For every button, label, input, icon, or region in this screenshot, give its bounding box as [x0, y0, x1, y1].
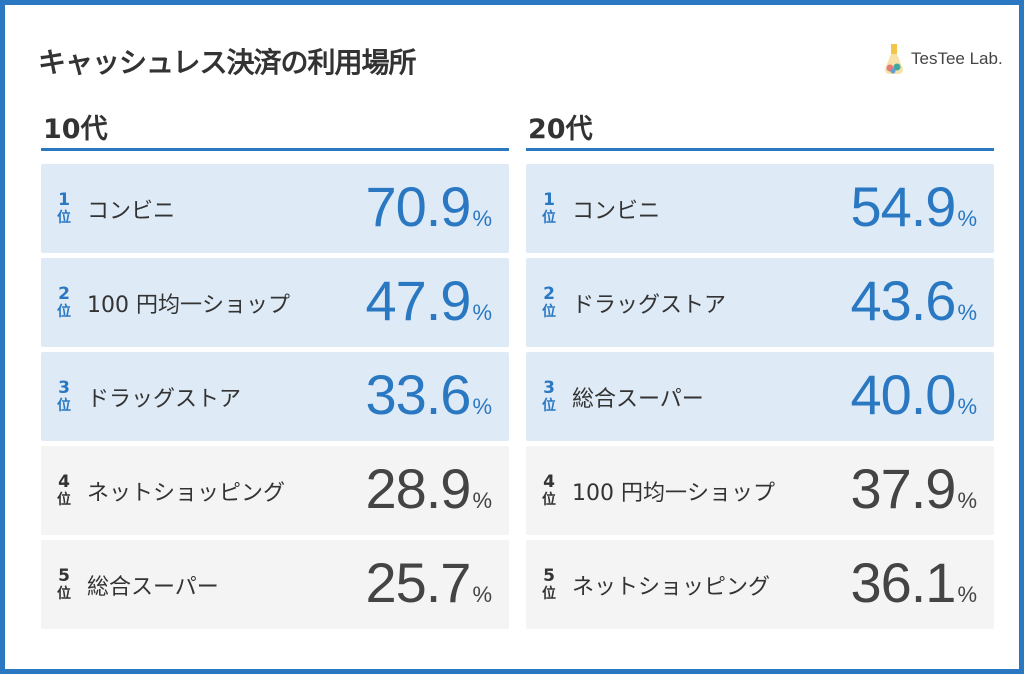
- value-number: 28.9: [365, 457, 471, 520]
- logo: TesTee Lab.: [883, 43, 1003, 75]
- percentage-value: 28.9%: [365, 456, 492, 521]
- place-label: 100 円均一ショップ: [572, 480, 775, 506]
- percentage-value: 37.9%: [850, 456, 977, 521]
- group-heading: 10代: [41, 113, 509, 151]
- logo-text: TesTee Lab.: [911, 49, 1003, 68]
- value-number: 37.9: [850, 457, 956, 520]
- value-number: 25.7: [365, 551, 471, 614]
- place-label: ドラッグストア: [572, 292, 727, 318]
- page-title: キャッシュレス決済の利用場所: [38, 46, 416, 79]
- value-number: 43.6: [850, 269, 956, 332]
- rank-number: 2: [543, 283, 555, 304]
- rank-suffix: 位: [542, 303, 556, 320]
- rank-suffix: 位: [542, 491, 556, 508]
- value-number: 36.1: [850, 551, 956, 614]
- percent-sign: %: [472, 582, 492, 607]
- value-number: 33.6: [365, 363, 471, 426]
- place-label: ネットショッピング: [572, 574, 771, 600]
- rank-number: 3: [543, 377, 555, 398]
- flask-logo-icon: [885, 44, 903, 74]
- percentage-value: 40.0%: [850, 362, 977, 427]
- rank-suffix: 位: [542, 209, 556, 226]
- group-heading: 20代: [526, 113, 994, 151]
- percentage-value: 43.6%: [850, 268, 977, 333]
- rank-number: 1: [58, 189, 70, 210]
- place-label: ドラッグストア: [87, 386, 242, 412]
- rank-suffix: 位: [57, 585, 71, 602]
- rank-suffix: 位: [542, 585, 556, 602]
- rank-number: 4: [58, 471, 70, 492]
- percent-sign: %: [957, 394, 977, 419]
- rank-number: 5: [58, 565, 70, 586]
- percent-sign: %: [957, 488, 977, 513]
- percent-sign: %: [957, 206, 977, 231]
- value-number: 47.9: [365, 269, 471, 332]
- rank-suffix: 位: [542, 397, 556, 414]
- place-label: コンビニ: [572, 198, 661, 224]
- percentage-value: 54.9%: [850, 174, 977, 239]
- place-label: ネットショッピング: [87, 480, 286, 506]
- percent-sign: %: [472, 206, 492, 231]
- place-label: コンビニ: [87, 198, 176, 224]
- place-label: 100 円均一ショップ: [87, 292, 290, 318]
- rank-number: 3: [58, 377, 70, 398]
- place-label: 総合スーパー: [87, 574, 219, 600]
- place-label: 総合スーパー: [572, 386, 704, 412]
- percentage-value: 47.9%: [365, 268, 492, 333]
- percent-sign: %: [472, 300, 492, 325]
- percentage-value: 70.9%: [365, 174, 492, 239]
- rank-suffix: 位: [57, 209, 71, 226]
- rank-number: 5: [543, 565, 555, 586]
- rank-suffix: 位: [57, 397, 71, 414]
- rank-number: 4: [543, 471, 555, 492]
- percent-sign: %: [957, 300, 977, 325]
- rank-number: 1: [543, 189, 555, 210]
- percentage-value: 36.1%: [850, 550, 977, 615]
- percentage-value: 25.7%: [365, 550, 492, 615]
- value-number: 40.0: [850, 363, 956, 426]
- value-number: 54.9: [850, 175, 956, 238]
- percent-sign: %: [472, 394, 492, 419]
- rank-number: 2: [58, 283, 70, 304]
- percentage-value: 33.6%: [365, 362, 492, 427]
- value-number: 70.9: [365, 175, 471, 238]
- rank-suffix: 位: [57, 303, 71, 320]
- percent-sign: %: [472, 488, 492, 513]
- percent-sign: %: [957, 582, 977, 607]
- rank-suffix: 位: [57, 491, 71, 508]
